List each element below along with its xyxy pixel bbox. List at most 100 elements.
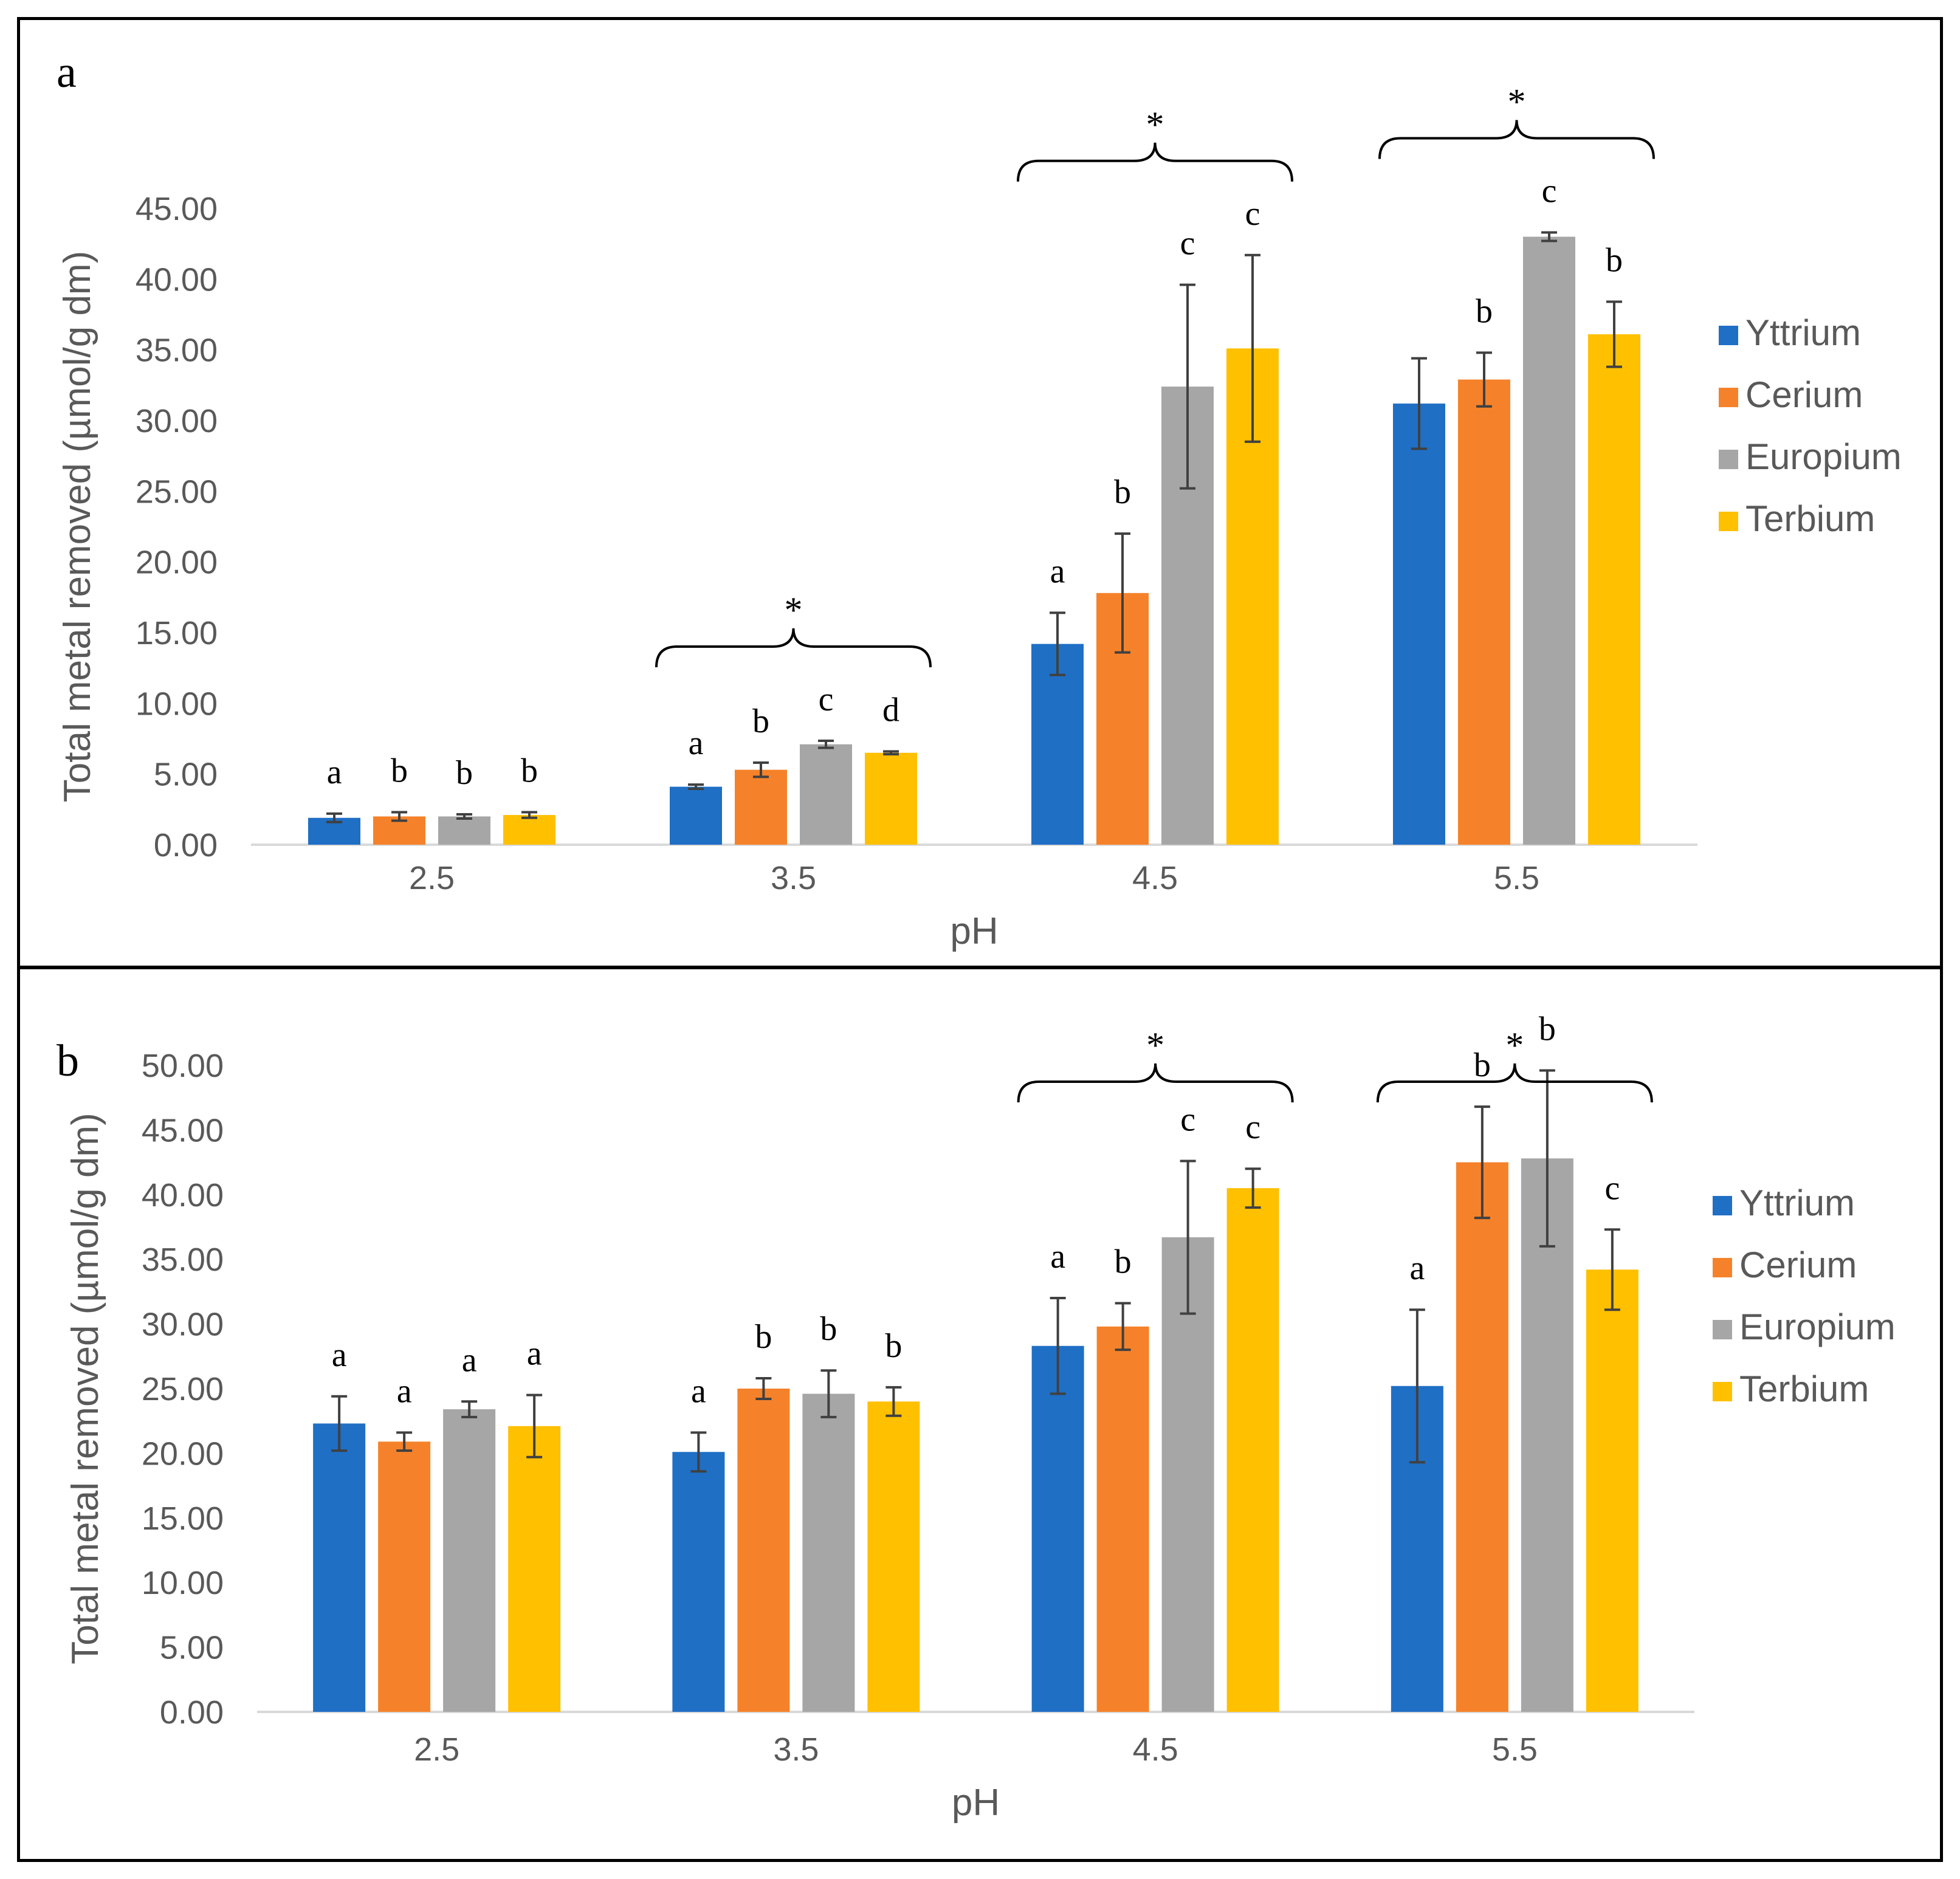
significance-letter: a [1409, 1249, 1425, 1287]
x-tick-label: 4.5 [1133, 1731, 1178, 1768]
x-axis-title: pH [950, 910, 998, 952]
bar-yttrium [313, 1423, 366, 1712]
y-tick-label: 25.00 [142, 1371, 224, 1407]
y-tick-label: 15.00 [136, 615, 218, 651]
legend-swatch-yttrium [1719, 326, 1738, 345]
significance-brace [655, 628, 932, 668]
y-tick-label: 25.00 [136, 473, 218, 510]
legend-label-europium: Europium [1745, 436, 1902, 477]
significance-letter: d [882, 691, 899, 729]
significance-brace [1017, 142, 1293, 182]
y-tick-label: 20.00 [136, 544, 218, 581]
chart-a-svg: a 0.00 5.00 10.00 15.00 20.00 25.00 30.00 35.00 4… [57, 47, 1902, 952]
bar-yttrium [672, 1452, 725, 1712]
significance-letter: c [1245, 195, 1260, 233]
y-tick-label: 10.00 [142, 1565, 224, 1601]
bar-yttrium [1393, 404, 1445, 845]
y-tick-label: 10.00 [136, 685, 218, 722]
significance-letter: a [1050, 552, 1065, 590]
legend-swatch-cerium [1713, 1258, 1732, 1277]
bar-cerium [378, 1441, 431, 1712]
significance-star: * [785, 590, 803, 630]
panel-b: b 0.00 5.00 10.00 15.00 20.00 25.00 30.00 35.00 4… [17, 966, 1943, 1862]
x-tick-label: 5.5 [1494, 860, 1539, 896]
bar-terbium [508, 1426, 561, 1712]
y-tick-label: 45.00 [136, 191, 218, 227]
significance-letter: b [1474, 1046, 1491, 1084]
bar-europium [1523, 236, 1575, 845]
significance-letter: a [332, 1336, 347, 1374]
bar-yttrium [1031, 1345, 1084, 1712]
panel-label: a [57, 47, 77, 97]
y-tick-label: 35.00 [136, 332, 218, 369]
legend-label-yttrium: Yttrium [1745, 312, 1861, 353]
legend-label-cerium: Cerium [1745, 374, 1863, 415]
significance-brace [1017, 1063, 1294, 1103]
significance-brace [1378, 120, 1655, 159]
significance-letter: a [1050, 1238, 1065, 1276]
bar-cerium [1096, 1326, 1149, 1712]
legend-swatch-yttrium [1713, 1196, 1732, 1215]
significance-letter: b [1539, 1011, 1556, 1048]
significance-letter: b [885, 1327, 902, 1365]
bar-yttrium [1031, 644, 1084, 845]
significance-star: * [1146, 1025, 1164, 1065]
significance-letter: b [1476, 292, 1493, 330]
significance-letter: b [456, 754, 473, 792]
y-tick-label: 35.00 [142, 1242, 224, 1278]
bar-europium [1521, 1158, 1573, 1712]
y-tick-label: 0.00 [160, 1694, 224, 1731]
x-tick-label: 4.5 [1132, 860, 1178, 896]
bar-cerium [737, 1389, 790, 1712]
y-tick-label: 40.00 [136, 261, 218, 298]
bar-terbium [503, 815, 555, 845]
bar-europium [802, 1393, 855, 1712]
bar-terbium [1226, 1188, 1279, 1712]
y-tick-label: 5.00 [154, 757, 218, 793]
bar-europium [800, 744, 852, 845]
bar-europium [438, 816, 490, 845]
significance-letter: b [1115, 1243, 1132, 1281]
significance-star: * [1508, 82, 1526, 122]
panel-a: a 0.00 5.00 10.00 15.00 20.00 25.00 30.00 35.00 4… [17, 17, 1943, 969]
legend-swatch-terbium [1719, 512, 1738, 531]
y-tick-label: 0.00 [154, 827, 218, 864]
panel-label: b [57, 1036, 79, 1086]
legend-swatch-cerium [1719, 388, 1738, 407]
significance-brace [1376, 1063, 1653, 1103]
significance-letter: b [820, 1310, 837, 1348]
legend-label-terbium: Terbium [1745, 498, 1875, 539]
significance-letter: b [1114, 473, 1131, 511]
chart-b-svg: b 0.00 5.00 10.00 15.00 20.00 25.00 30.00 35.00 4… [57, 1011, 1896, 1824]
legend-label-europium: Europium [1739, 1307, 1896, 1347]
significance-star: * [1146, 105, 1164, 145]
legend-swatch-europium [1719, 450, 1738, 469]
x-tick-label: 3.5 [771, 860, 816, 896]
y-tick-label: 20.00 [142, 1435, 224, 1472]
significance-letter: c [1245, 1108, 1260, 1146]
bar-terbium [867, 1401, 920, 1712]
y-tick-label: 30.00 [142, 1307, 224, 1343]
bar-cerium [735, 769, 787, 845]
significance-letter: a [327, 754, 342, 791]
legend-swatch-europium [1713, 1320, 1732, 1339]
legend-label-yttrium: Yttrium [1739, 1183, 1855, 1223]
bar-europium [443, 1409, 496, 1712]
bar-terbium [1586, 1269, 1638, 1712]
legend-label-terbium: Terbium [1739, 1369, 1869, 1409]
y-tick-label: 15.00 [142, 1500, 224, 1537]
significance-letter: a [691, 1372, 706, 1410]
y-tick-label: 45.00 [142, 1112, 224, 1149]
x-tick-label: 2.5 [409, 860, 455, 896]
x-tick-label: 2.5 [414, 1731, 459, 1768]
y-tick-label: 40.00 [142, 1177, 224, 1214]
significance-letter: b [755, 1318, 772, 1356]
significance-letter: a [397, 1372, 412, 1410]
y-axis-title: Total metal removed (µmol/g dm) [64, 1113, 106, 1664]
significance-letter: c [1542, 173, 1557, 210]
bar-cerium [1458, 379, 1510, 845]
significance-letter: b [752, 702, 769, 740]
significance-letter: a [462, 1341, 477, 1379]
bar-cerium [1456, 1162, 1508, 1712]
bar-terbium [865, 752, 917, 845]
